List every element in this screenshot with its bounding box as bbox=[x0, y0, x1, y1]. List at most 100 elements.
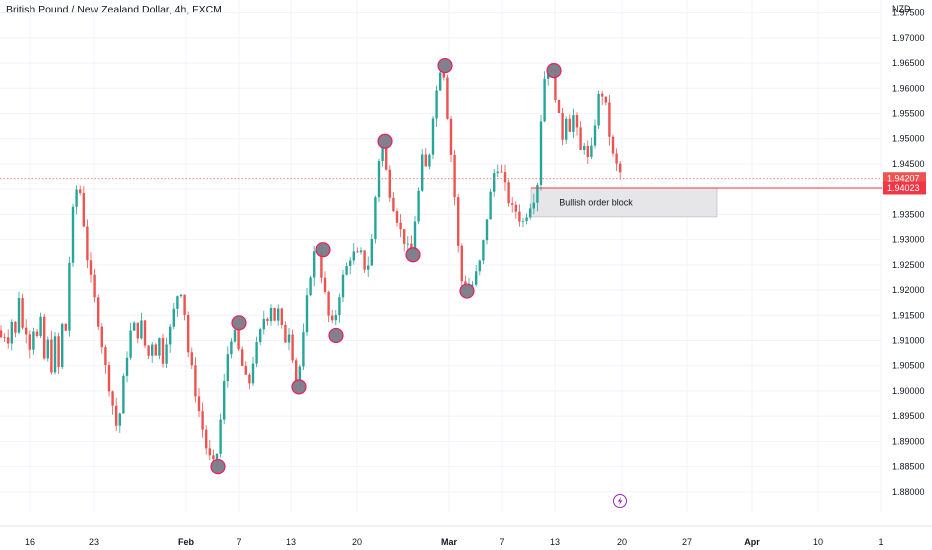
candle-body bbox=[421, 154, 424, 191]
candle-body bbox=[68, 262, 71, 331]
price-tick-label: 1.90500 bbox=[892, 361, 925, 371]
candle-body bbox=[615, 153, 618, 164]
candle-body bbox=[392, 197, 395, 212]
candle-body bbox=[309, 277, 312, 296]
candle-body bbox=[385, 147, 388, 170]
swing-marker bbox=[315, 242, 331, 258]
candle-body bbox=[161, 338, 165, 364]
currency-label: NZD bbox=[892, 4, 911, 14]
price-tick-label: 1.95000 bbox=[892, 134, 925, 144]
candle-body bbox=[568, 118, 571, 132]
candle-body bbox=[489, 191, 492, 220]
candle-body bbox=[417, 190, 420, 222]
candle-body bbox=[241, 349, 244, 366]
candle-body bbox=[251, 363, 255, 384]
candle-body bbox=[287, 334, 291, 343]
candle-body bbox=[536, 184, 539, 203]
candle-body bbox=[269, 307, 273, 322]
lightning-icon-bolt bbox=[617, 496, 623, 506]
candle-body bbox=[370, 239, 373, 266]
price-tick-label: 1.92500 bbox=[892, 260, 925, 270]
candle-body bbox=[7, 337, 10, 344]
candle-body bbox=[518, 211, 521, 222]
candle-body bbox=[39, 316, 42, 337]
price-tick-label: 1.93000 bbox=[892, 235, 925, 245]
candle-body bbox=[331, 315, 334, 321]
candle-body bbox=[403, 229, 406, 244]
candle-body bbox=[525, 217, 528, 221]
time-tick-label: Apr bbox=[744, 537, 760, 547]
candle-body bbox=[53, 336, 57, 373]
candle-body bbox=[302, 332, 305, 367]
candle-body bbox=[158, 338, 161, 356]
candle-body bbox=[266, 318, 269, 322]
candle-body bbox=[151, 344, 154, 356]
candle-body bbox=[514, 204, 517, 212]
lightning-icon[interactable] bbox=[613, 494, 627, 508]
candle-body bbox=[233, 330, 237, 342]
candle-body bbox=[291, 334, 294, 361]
candle-body bbox=[133, 322, 136, 331]
candle-body bbox=[25, 327, 28, 335]
candle-body bbox=[381, 147, 384, 162]
candle-body bbox=[334, 315, 337, 321]
candle-body bbox=[471, 284, 474, 286]
candle-body bbox=[255, 342, 258, 364]
swing-marker bbox=[377, 133, 393, 149]
candle-body bbox=[197, 396, 201, 412]
candle-body bbox=[61, 323, 64, 368]
candle-body bbox=[503, 172, 507, 183]
candle-body bbox=[107, 365, 111, 392]
candle-body bbox=[28, 334, 31, 350]
price-tick-label: 1.93500 bbox=[892, 209, 925, 219]
order-block-rect[interactable] bbox=[530, 187, 718, 218]
candle-body bbox=[399, 222, 402, 230]
candle-body bbox=[219, 419, 222, 454]
swing-marker bbox=[437, 57, 453, 74]
price-tick-label: 1.94500 bbox=[892, 159, 925, 169]
candle-body bbox=[597, 93, 600, 126]
order-block[interactable]: Bullish order block bbox=[530, 187, 718, 218]
candle-body bbox=[100, 326, 103, 348]
swing-marker bbox=[231, 315, 247, 331]
swing-marker bbox=[405, 247, 421, 263]
candle-body bbox=[507, 182, 510, 204]
candle-body bbox=[212, 455, 215, 460]
candle-body bbox=[248, 374, 251, 384]
candle-body bbox=[572, 115, 575, 132]
candle-body bbox=[323, 277, 327, 292]
time-tick-label: 27 bbox=[682, 537, 692, 547]
time-tick-label: 16 bbox=[25, 537, 35, 547]
candle-body bbox=[583, 145, 586, 150]
candle-body bbox=[35, 331, 39, 337]
candle-body bbox=[460, 245, 463, 282]
candle-body bbox=[136, 322, 139, 339]
candle-body bbox=[611, 136, 615, 154]
candle-body bbox=[259, 329, 262, 343]
candle-body bbox=[169, 326, 172, 345]
price-tick-label: 1.89500 bbox=[892, 411, 925, 421]
candle-body bbox=[529, 208, 532, 218]
candle-body bbox=[43, 316, 46, 359]
candle-body bbox=[413, 221, 417, 251]
candle-body bbox=[32, 331, 35, 350]
candle-body bbox=[86, 226, 89, 261]
candle-body bbox=[205, 429, 208, 449]
candle-body bbox=[442, 72, 445, 78]
candle-body bbox=[57, 336, 60, 368]
time-tick-label: 23 bbox=[89, 537, 99, 547]
time-axis[interactable]: 16 23 Feb 7 13 20 Mar 7 13 20 27 Apr 10 1 bbox=[25, 537, 884, 547]
order-block-price-tag: 1.94023 bbox=[887, 183, 920, 193]
candle-body bbox=[277, 308, 280, 321]
candle-body bbox=[3, 337, 6, 339]
candle-body bbox=[115, 405, 118, 426]
candle-body bbox=[500, 171, 503, 173]
candle-body bbox=[575, 115, 579, 128]
time-tick-label: 13 bbox=[286, 537, 296, 547]
candle-body bbox=[79, 189, 82, 193]
candle-body bbox=[349, 260, 352, 266]
time-tick-label: 20 bbox=[352, 537, 362, 547]
price-tick-label: 1.92000 bbox=[892, 285, 925, 295]
